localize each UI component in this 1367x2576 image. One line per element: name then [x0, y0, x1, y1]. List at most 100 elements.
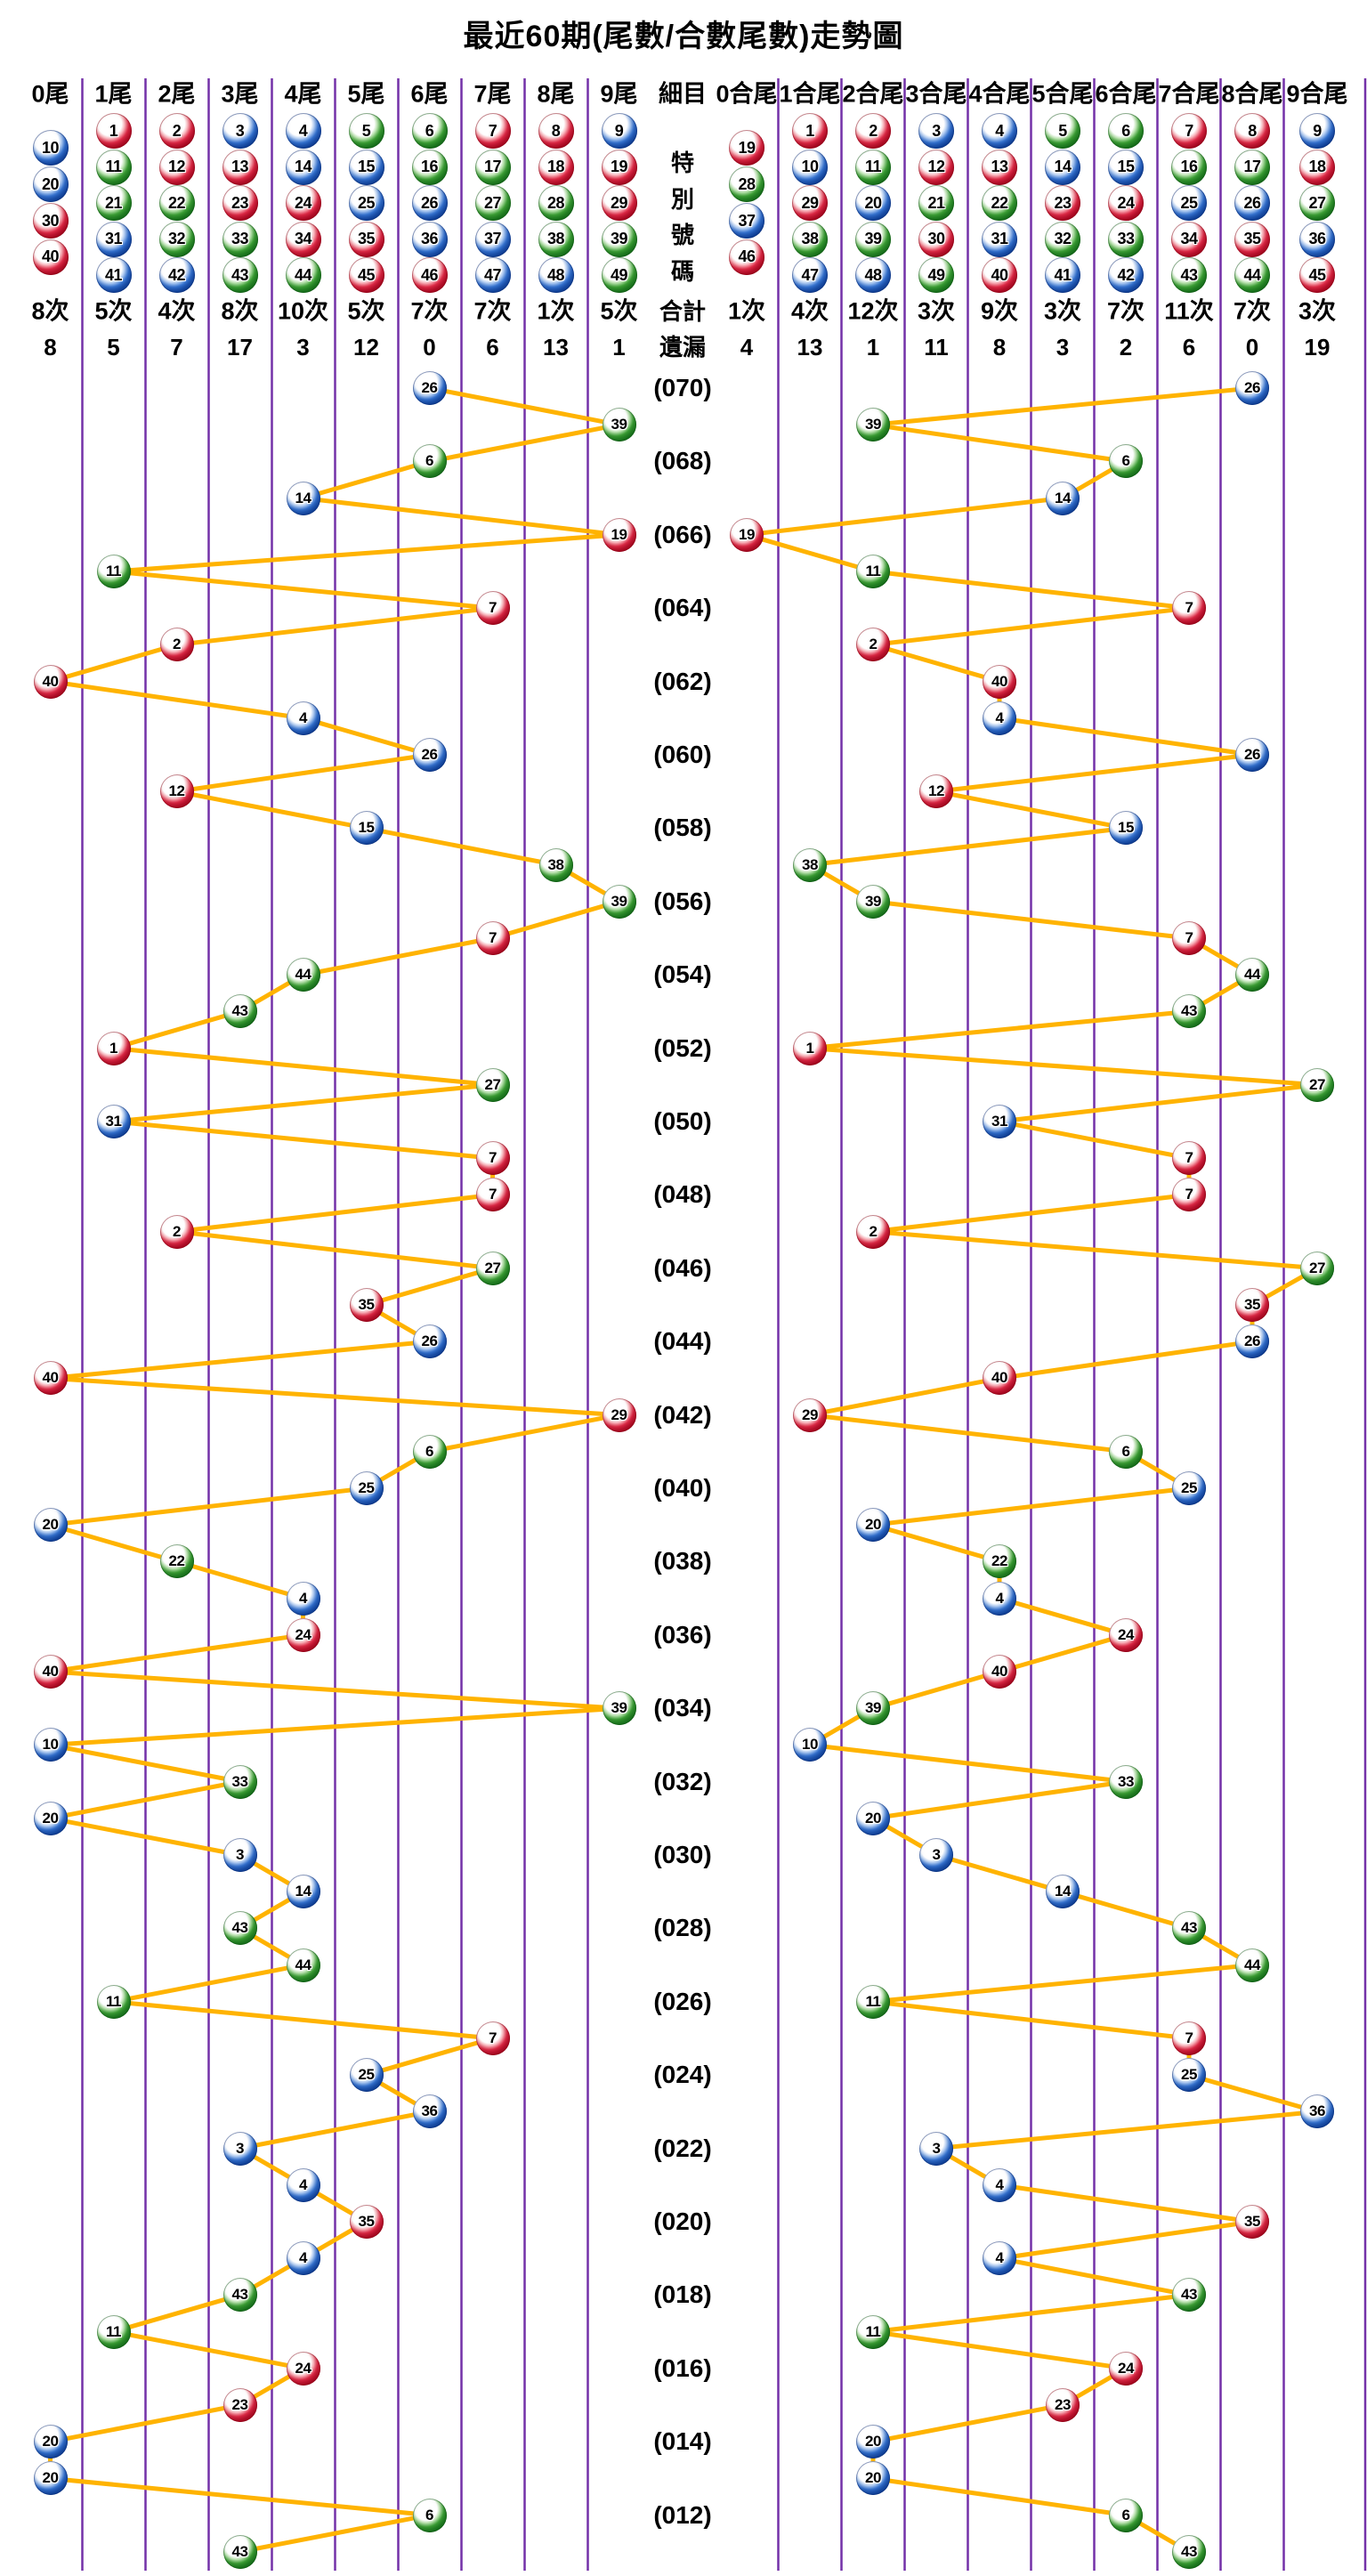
- header-ball: 12: [158, 149, 195, 185]
- sum-tail-chart-ball: 27: [1300, 1067, 1334, 1102]
- sum-tail-chart-ball: 39: [856, 884, 890, 919]
- sum-tail-chart-ball: 27: [1300, 1251, 1334, 1285]
- sum-tail-chart-ball: 40: [983, 1361, 1016, 1396]
- period-label: (022): [653, 2134, 712, 2162]
- tail-miss-value: 3: [296, 334, 310, 360]
- header-ball: 19: [601, 149, 637, 185]
- sum-tail-chart-ball: 4: [983, 1581, 1016, 1616]
- tail-chart-ball: 26: [412, 1324, 447, 1359]
- tail-chart-ball: 11: [96, 1984, 131, 2019]
- tail-chart-ball: 23: [222, 2388, 257, 2422]
- header-ball: 34: [1171, 221, 1207, 257]
- sum-tail-chart-ball: 4: [983, 2241, 1016, 2276]
- header-ball: 23: [222, 185, 258, 221]
- sum-tail-chart-ball: 40: [983, 664, 1016, 699]
- header-ball: 11: [95, 149, 132, 185]
- sum-tail-chart-ball: 43: [1172, 994, 1206, 1029]
- tail-column-label: 6尾: [410, 80, 449, 108]
- header-ball: 16: [411, 149, 448, 185]
- header-ball: 45: [348, 257, 384, 293]
- sum-tail-column-label: 9合尾: [1286, 80, 1348, 108]
- sum-tail-trend-line: [744, 385, 1320, 2555]
- sum-tail-column-label: 0合尾: [716, 80, 778, 108]
- tail-miss-value: 12: [353, 334, 379, 360]
- header-ball: 5: [1045, 113, 1080, 149]
- header-ball: 44: [285, 257, 321, 293]
- header-ball: 40: [32, 239, 69, 275]
- sum-tail-miss-value: 8: [992, 334, 1007, 360]
- sum-tail-count-label: 4次: [790, 297, 829, 325]
- period-label: (038): [653, 1547, 712, 1576]
- period-label: (040): [653, 1474, 712, 1502]
- header-ball: 20: [32, 166, 69, 202]
- sum-tail-chart-ball: 20: [856, 2425, 890, 2459]
- sum-tail-chart-ball: 20: [856, 1801, 890, 1835]
- header-ball: 37: [729, 203, 764, 239]
- header-ball: 49: [601, 257, 637, 293]
- header-ball: 24: [285, 185, 321, 221]
- header-ball: 42: [158, 257, 195, 293]
- sum-tail-chart-ball: 36: [1300, 2094, 1334, 2129]
- tail-miss-value: 0: [423, 334, 436, 360]
- header-ball: 18: [538, 149, 574, 185]
- header-ball: 6: [1108, 113, 1144, 149]
- tail-miss-value: 5: [107, 334, 120, 360]
- sum-tail-chart-ball: 23: [1046, 2388, 1080, 2422]
- period-label: (016): [653, 2353, 712, 2382]
- header-ball: 30: [32, 203, 69, 239]
- sum-tail-miss-value: 3: [1056, 334, 1070, 360]
- sum-tail-chart-ball: 14: [1046, 1875, 1080, 1909]
- sum-tail-chart-ball: 43: [1172, 2534, 1206, 2569]
- tail-chart-ball: 6: [412, 444, 447, 479]
- tail-chart-ball: 43: [222, 2278, 257, 2313]
- sum-tail-chart-ball: 26: [1235, 1324, 1269, 1359]
- tail-column-label: 2尾: [158, 80, 196, 108]
- sum-tail-column-label: 2合尾: [842, 80, 904, 108]
- tail-column-label: 7尾: [473, 80, 512, 108]
- tail-chart-ball: 14: [286, 481, 320, 515]
- header-ball: 22: [158, 185, 195, 221]
- header-ball: 26: [411, 185, 448, 221]
- period-label: (050): [653, 1107, 712, 1135]
- tail-chart-ball: 7: [475, 921, 510, 955]
- tail-chart-ball: 27: [475, 1251, 510, 1285]
- tail-column-label: 8尾: [537, 80, 575, 108]
- tail-miss-value: 7: [170, 334, 183, 360]
- tail-count-label: 4次: [158, 297, 196, 325]
- period-label: (036): [653, 1620, 712, 1648]
- tail-chart-ball: 2: [159, 1214, 194, 1249]
- header-ball: 45: [1299, 257, 1335, 293]
- sum-tail-chart-ball: 10: [793, 1728, 827, 1762]
- header-ball: 21: [918, 185, 954, 221]
- period-label: (012): [653, 2500, 712, 2529]
- sum-tail-column-label: 8合尾: [1221, 80, 1283, 108]
- tail-chart-ball: 35: [349, 1288, 384, 1322]
- period-label: (052): [653, 1033, 712, 1062]
- period-label: (032): [653, 1767, 712, 1795]
- period-label: (042): [653, 1400, 712, 1429]
- tail-chart-ball: 4: [286, 2167, 320, 2202]
- tail-chart-ball: 33: [222, 1764, 257, 1799]
- header-ball: 36: [1299, 221, 1335, 257]
- header-ball: 46: [411, 257, 448, 293]
- header-ball: 9: [601, 113, 637, 149]
- header-ball: 47: [474, 257, 511, 293]
- sum-tail-miss-value: 13: [797, 334, 823, 360]
- tail-chart-ball: 7: [475, 591, 510, 626]
- tail-chart-ball: 2: [159, 628, 194, 662]
- sum-tail-chart-ball: 38: [793, 847, 827, 882]
- header-ball: 44: [1234, 257, 1270, 293]
- header-ball: 18: [1299, 149, 1335, 185]
- header-ball: 36: [411, 221, 448, 257]
- sum-tail-miss-value: 19: [1304, 334, 1331, 360]
- sum-tail-chart-ball: 4: [983, 701, 1016, 735]
- header-ball: 41: [1045, 257, 1080, 293]
- header-ball: 40: [982, 257, 1017, 293]
- sum-tail-chart-ball: 19: [730, 517, 764, 552]
- header-ball: 17: [1234, 149, 1270, 185]
- header-ball: 14: [1045, 149, 1080, 185]
- header-ball: 30: [918, 221, 954, 257]
- tail-chart-ball: 19: [602, 517, 636, 552]
- period-label: (014): [653, 2427, 712, 2456]
- header-ball: 25: [1171, 185, 1207, 221]
